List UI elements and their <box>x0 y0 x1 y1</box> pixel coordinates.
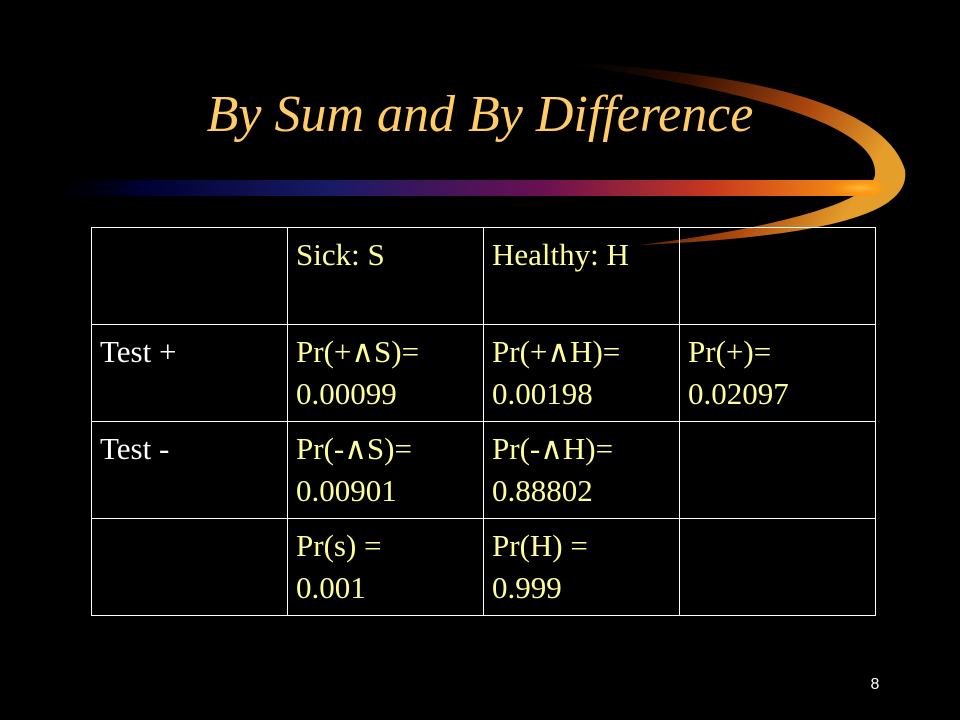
cell-value: 0.00901 <box>296 473 397 508</box>
cell-formula: Pr(+∧S)= <box>296 334 420 369</box>
table-row-marginals: Pr(s) = 0.001 Pr(H) = 0.999 <box>91 518 876 616</box>
cell-positive-healthy: Pr(+∧H)= 0.00198 <box>483 324 680 422</box>
cell-positive-sick: Pr(+∧S)= 0.00099 <box>287 324 484 422</box>
row-label-marginals <box>91 518 288 616</box>
header-cell-healthy: Healthy: H <box>483 227 680 325</box>
cell-negative-total <box>679 421 876 519</box>
table-row-test-negative: Test - Pr(-∧S)= 0.00901 Pr(-∧H)= 0.88802 <box>91 421 876 519</box>
header-cell-sick: Sick: S <box>287 227 484 325</box>
slide-title: By Sum and By Difference <box>206 86 754 143</box>
cell-formula: Pr(-∧S)= <box>296 431 412 466</box>
cell-value: 0.00198 <box>492 376 593 411</box>
header-cell-empty <box>91 227 288 325</box>
cell-formula: Pr(s) = <box>296 528 382 563</box>
cell-value: 0.00099 <box>296 376 397 411</box>
header-cell-total <box>679 227 876 325</box>
row-label-test-negative: Test - <box>91 421 288 519</box>
cell-formula: Pr(+∧H)= <box>492 334 621 369</box>
cell-formula: Pr(H) = <box>492 528 588 563</box>
row-label-test-positive: Test + <box>91 324 288 422</box>
probability-table: Sick: S Healthy: H Test + Pr(+∧S)= 0.000… <box>91 227 876 616</box>
cell-positive-total: Pr(+)= 0.02097 <box>679 324 876 422</box>
cell-value: 0.001 <box>296 570 366 605</box>
cell-marginal-total <box>679 518 876 616</box>
decorative-swoosh <box>40 60 906 245</box>
cell-negative-healthy: Pr(-∧H)= 0.88802 <box>483 421 680 519</box>
slide-number: 8 <box>870 676 880 693</box>
cell-value: 0.999 <box>492 570 562 605</box>
cell-marginal-sick: Pr(s) = 0.001 <box>287 518 484 616</box>
cell-value: 0.02097 <box>688 376 789 411</box>
table-header-row: Sick: S Healthy: H <box>91 227 876 325</box>
cell-marginal-healthy: Pr(H) = 0.999 <box>483 518 680 616</box>
cell-formula: Pr(-∧H)= <box>492 431 614 466</box>
table-row-test-positive: Test + Pr(+∧S)= 0.00099 Pr(+∧H)= 0.00198… <box>91 324 876 422</box>
cell-formula: Pr(+)= <box>688 334 772 369</box>
cell-value: 0.88802 <box>492 473 593 508</box>
cell-negative-sick: Pr(-∧S)= 0.00901 <box>287 421 484 519</box>
